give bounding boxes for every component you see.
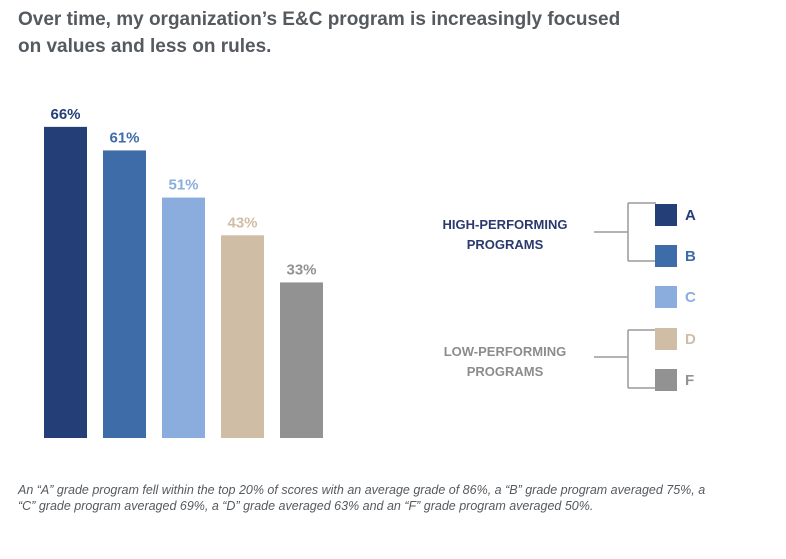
low-performing-label-line-2: PROGRAMS xyxy=(466,364,544,379)
low-performing-label-line-1: LOW-PERFORMING xyxy=(443,344,567,359)
bar-d xyxy=(221,235,264,438)
chart-title-line-1: Over time, my organization’s E&C program… xyxy=(18,9,621,30)
legend-letter-f: F xyxy=(685,371,695,389)
footnote: An “A” grade program fell within the top… xyxy=(18,483,706,513)
bar-c xyxy=(162,197,205,438)
low-performing-label: LOW-PERFORMING PROGRAMS xyxy=(415,342,595,382)
legend-letter-c: C xyxy=(685,288,696,306)
legend-swatch-a xyxy=(655,204,677,226)
high-performing-label-line-2: PROGRAMS xyxy=(466,237,544,252)
legend-letter-b: B xyxy=(685,247,696,265)
bar-a xyxy=(44,126,87,438)
legend-item-b: B xyxy=(655,245,696,267)
legend-letter-d: D xyxy=(685,330,696,348)
bar-label-f: 33% xyxy=(286,261,316,278)
bar-label-b: 61% xyxy=(109,129,139,146)
legend-swatch-b xyxy=(655,245,677,267)
bar-label-a: 66% xyxy=(50,106,80,123)
high-performing-bracket xyxy=(594,202,656,262)
legend-item-d: D xyxy=(655,328,696,350)
legend-item-c: C xyxy=(655,286,696,308)
high-performing-label-line-1: HIGH-PERFORMING xyxy=(442,217,568,232)
legend-swatch-d xyxy=(655,328,677,350)
bar-label-c: 51% xyxy=(168,177,198,194)
bar-b xyxy=(103,150,146,438)
legend-item-a: A xyxy=(655,204,696,226)
legend-swatch-f xyxy=(655,369,677,391)
legend-swatch-c xyxy=(655,286,677,308)
bar-chart: 66% 61% 51% 43% 33% xyxy=(44,106,323,438)
chart-title: Over time, my organization’s E&C program… xyxy=(18,6,778,60)
high-performing-label: HIGH-PERFORMING PROGRAMS xyxy=(415,215,595,255)
legend-letter-a: A xyxy=(685,206,696,224)
legend-item-f: F xyxy=(655,369,694,391)
chart-title-line-2: on values and less on rules. xyxy=(18,36,272,57)
bar-f xyxy=(280,282,323,438)
bar-label-d: 43% xyxy=(227,214,257,231)
low-performing-bracket xyxy=(594,329,656,389)
